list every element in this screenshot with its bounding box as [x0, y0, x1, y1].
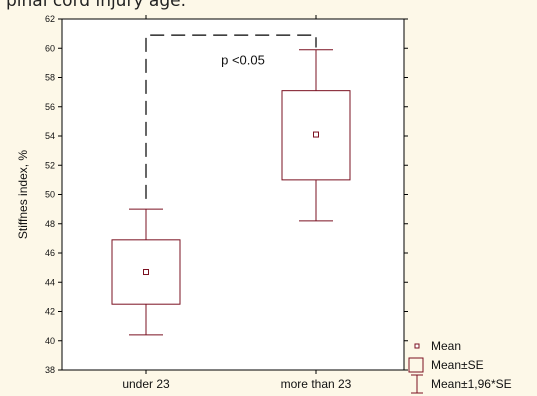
plot-area — [61, 18, 405, 371]
boxes — [111, 49, 351, 336]
y-tick-label: 58 — [45, 73, 55, 83]
legend-mean-icon — [414, 343, 420, 349]
y-tick-label: 42 — [45, 307, 55, 317]
mean-marker — [313, 131, 319, 138]
y-tick-label: 44 — [45, 277, 55, 287]
legend-ci-label: Mean±1,96*SE — [431, 377, 512, 391]
mean-marker — [143, 269, 149, 276]
figure-caption-fragment: pinal cord injury age. — [6, 0, 186, 11]
se-box — [111, 239, 181, 305]
y-axis: 38 40 42 44 46 48 50 52 54 56 58 60 62 Stiffnes index… — [16, 14, 408, 375]
legend-se-icon — [408, 357, 424, 373]
legend: Mean Mean±SE Mean±1,96*SE — [408, 339, 512, 394]
y-tick-label: 40 — [45, 336, 55, 346]
x-axis: under 23 more than 23 — [122, 15, 352, 391]
box-1 — [281, 49, 351, 222]
y-tick-label: 52 — [45, 160, 55, 170]
y-tick-label: 54 — [45, 131, 55, 141]
y-tick-label: 50 — [45, 190, 55, 200]
y-tick-label: 62 — [45, 14, 55, 24]
legend-se-label: Mean±SE — [431, 358, 484, 372]
legend-mean-label: Mean — [431, 339, 461, 353]
plot-frame — [61, 18, 405, 371]
y-tick-label: 38 — [45, 365, 55, 375]
significance-annotation: p <0.05 — [145, 34, 317, 199]
se-box — [281, 90, 351, 181]
p-value-label: p <0.05 — [221, 52, 265, 67]
y-tick-label: 46 — [45, 248, 55, 258]
y-tick-label: 56 — [45, 102, 55, 112]
y-axis-title: Stiffnes index, % — [16, 150, 30, 239]
y-tick-label: 48 — [45, 219, 55, 229]
significance-bracket — [145, 34, 317, 199]
y-tick-label: 60 — [45, 43, 55, 53]
x-category-label: more than 23 — [281, 377, 352, 391]
box-0 — [111, 208, 181, 336]
x-category-label: under 23 — [122, 377, 170, 391]
